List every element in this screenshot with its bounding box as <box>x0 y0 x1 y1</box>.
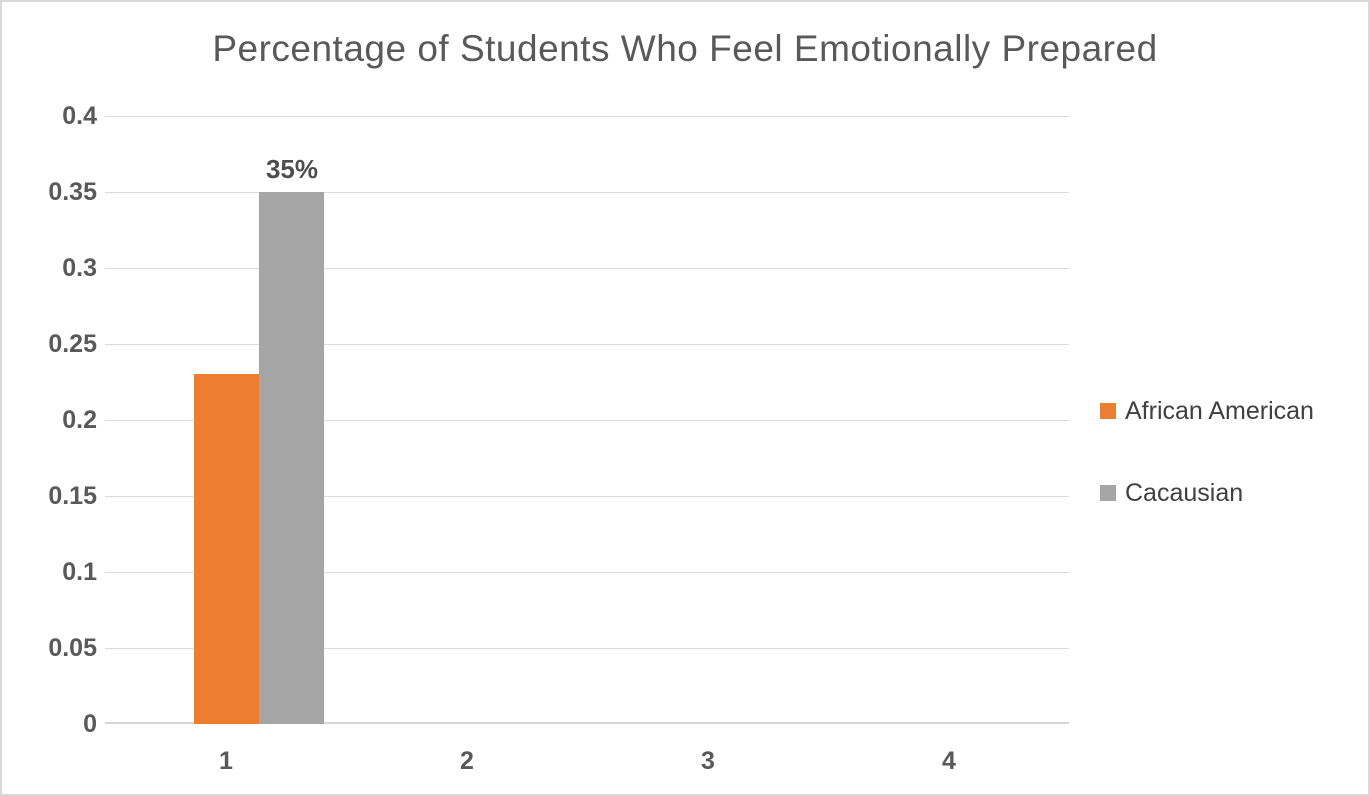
bar-cacausian-cat-1 <box>259 192 324 724</box>
plot-area: 35% <box>105 116 1069 724</box>
legend-item-african-american: African American <box>1100 395 1314 427</box>
y-tick-label: 0.4 <box>62 102 97 130</box>
gridline <box>105 648 1069 649</box>
y-tick-label: 0.05 <box>48 634 97 662</box>
legend-swatch-african-american <box>1100 403 1116 419</box>
gridline <box>105 496 1069 497</box>
gridline <box>105 572 1069 573</box>
y-tick-label: 0.35 <box>48 178 97 206</box>
legend-label: African American <box>1125 396 1314 425</box>
gridline <box>105 116 1069 117</box>
bar-african-american-cat-1 <box>194 374 259 724</box>
x-axis-line <box>105 722 1069 724</box>
gridline <box>105 268 1069 269</box>
gridline <box>105 420 1069 421</box>
legend-label: Cacausian <box>1125 478 1244 507</box>
bar-data-label: 35% <box>265 154 319 184</box>
y-tick-label: 0.3 <box>62 254 97 282</box>
y-tick-label: 0.2 <box>62 406 97 434</box>
x-tick-label-4: 4 <box>942 747 956 775</box>
x-tick-label-3: 3 <box>701 747 715 775</box>
legend-item-cacausian: Cacausian <box>1100 477 1243 509</box>
legend-swatch-cacausian <box>1100 485 1116 501</box>
y-tick-label: 0 <box>83 710 97 738</box>
y-tick-label: 0.1 <box>62 558 97 586</box>
x-tick-label-1: 1 <box>219 747 233 775</box>
x-tick-label-2: 2 <box>460 747 474 775</box>
chart-title: Percentage of Students Who Feel Emotiona… <box>212 28 1158 69</box>
gridline <box>105 344 1069 345</box>
y-tick-label: 0.15 <box>48 482 97 510</box>
gridline <box>105 192 1069 193</box>
y-tick-label: 0.25 <box>48 330 97 358</box>
